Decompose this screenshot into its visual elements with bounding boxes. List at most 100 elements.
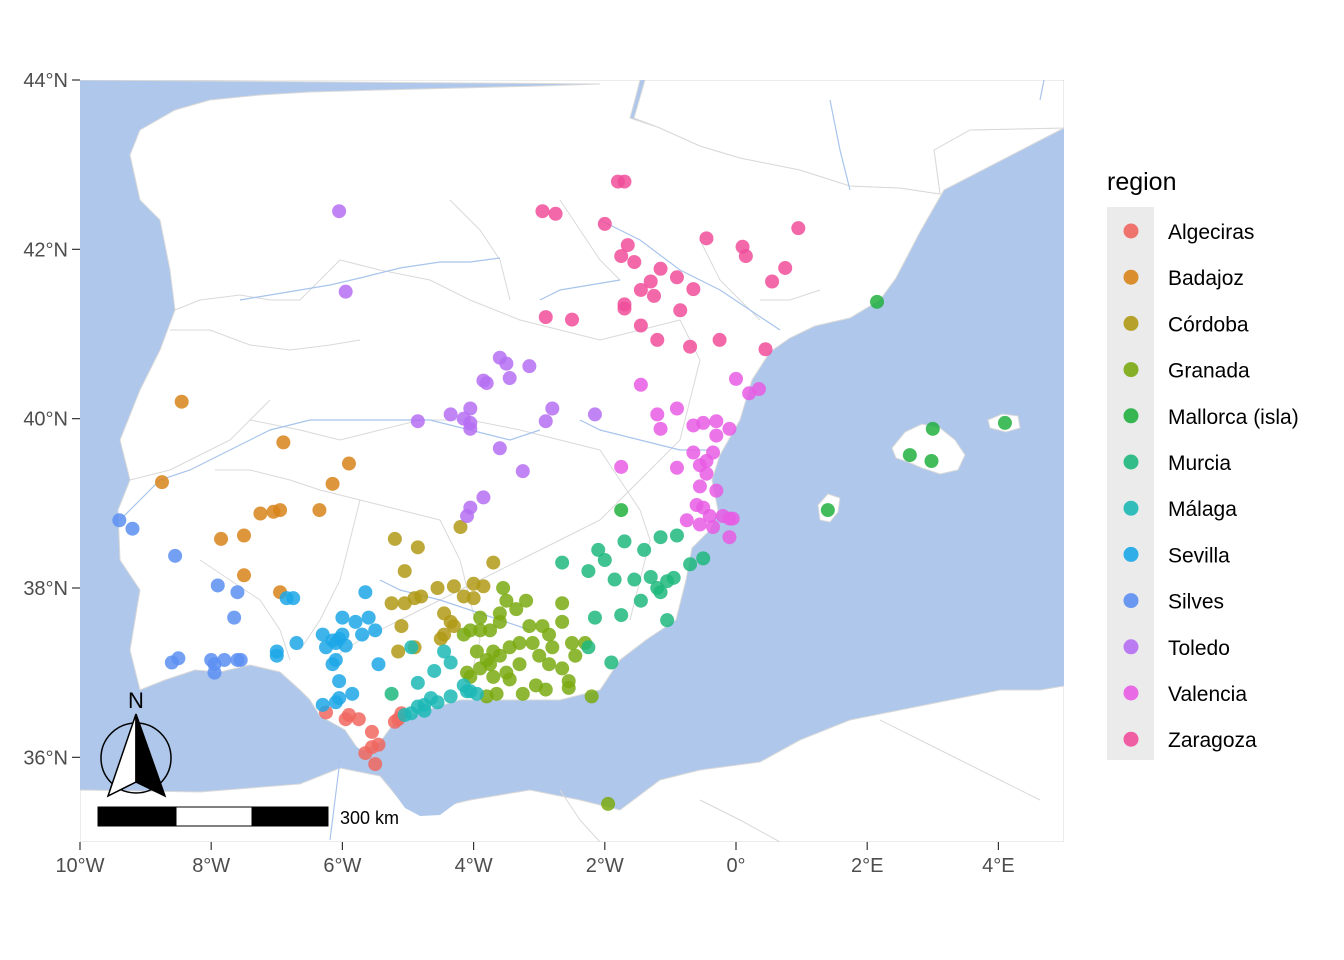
point-silves xyxy=(230,585,245,600)
point-mallorca-isla- xyxy=(820,503,835,518)
x-tick-label: 10°W xyxy=(55,855,104,877)
point-badajoz xyxy=(266,504,281,519)
point-algeciras xyxy=(358,746,373,761)
legend-items: Algeciras Badajoz Córdoba Granada Mallorca (… xyxy=(1123,221,1299,752)
point-silves xyxy=(207,657,222,672)
point-granada xyxy=(509,602,524,617)
point-toledo xyxy=(463,401,478,416)
north-arrow-right-half xyxy=(135,713,167,798)
point-m-laga xyxy=(397,708,412,722)
legend-label: Málaga xyxy=(1168,498,1237,521)
point-c-rdoba xyxy=(486,555,501,570)
legend-key xyxy=(1123,500,1139,516)
point-murcia xyxy=(653,585,668,600)
point-murcia xyxy=(614,608,629,623)
point-toledo xyxy=(545,401,560,416)
point-zaragoza xyxy=(699,231,714,246)
point-granada xyxy=(568,648,583,663)
point-murcia xyxy=(696,551,711,566)
point-valencia xyxy=(696,500,711,515)
point-granada xyxy=(486,669,501,684)
legend-label: Murcia xyxy=(1168,452,1231,475)
legend-key xyxy=(1123,546,1139,562)
point-granada xyxy=(542,657,557,672)
point-murcia xyxy=(555,555,570,570)
data-points xyxy=(112,174,1012,811)
point-toledo xyxy=(479,376,494,391)
legend-key xyxy=(1123,315,1139,331)
point-granada xyxy=(519,593,534,608)
point-valencia xyxy=(614,459,629,474)
point-valencia xyxy=(709,483,724,498)
point-zaragoza xyxy=(617,174,632,189)
point-zaragoza xyxy=(738,249,753,264)
point-zaragoza xyxy=(778,260,793,275)
point-granada xyxy=(542,627,557,642)
point-sevilla xyxy=(358,585,373,600)
point-badajoz xyxy=(174,394,189,409)
point-granada xyxy=(460,665,475,680)
point-toledo xyxy=(332,204,347,219)
point-murcia xyxy=(591,542,606,557)
point-toledo xyxy=(443,407,458,422)
legend-label: Silves xyxy=(1168,591,1224,614)
point-zaragoza xyxy=(633,318,648,333)
point-toledo xyxy=(499,356,514,371)
point-silves xyxy=(164,655,179,670)
point-zaragoza xyxy=(565,312,579,327)
point-badajoz xyxy=(253,506,268,521)
point-sevilla xyxy=(269,648,284,663)
point-badajoz xyxy=(237,528,251,543)
point-c-rdoba xyxy=(446,579,461,594)
point-granada xyxy=(584,689,599,704)
point-badajoz xyxy=(341,456,356,471)
point-zaragoza xyxy=(765,274,780,289)
point-murcia xyxy=(384,686,399,701)
land-france xyxy=(633,80,1064,195)
point-murcia xyxy=(683,557,698,572)
point-zaragoza xyxy=(686,282,701,297)
x-tick-label: 8°W xyxy=(192,855,230,877)
point-zaragoza xyxy=(535,204,550,219)
point-granada xyxy=(555,614,570,629)
point-zaragoza xyxy=(614,249,629,264)
point-m-laga xyxy=(443,689,458,704)
point-granada xyxy=(499,593,514,608)
point-zaragoza xyxy=(669,270,684,285)
point-sevilla xyxy=(315,697,330,712)
point-toledo xyxy=(476,490,491,505)
point-valencia xyxy=(692,517,707,532)
legend-key xyxy=(1123,593,1139,609)
point-zaragoza xyxy=(548,206,563,221)
point-valencia xyxy=(650,407,665,422)
point-murcia xyxy=(637,542,652,557)
legend-label: Zaragoza xyxy=(1168,729,1257,752)
legend-title: region xyxy=(1107,168,1177,196)
y-tick-label: 36°N xyxy=(23,747,68,769)
point-granada xyxy=(496,581,511,595)
point-valencia xyxy=(699,466,714,481)
point-zaragoza xyxy=(791,221,806,236)
point-c-rdoba xyxy=(466,591,481,606)
north-arrow-label: N xyxy=(128,688,144,713)
point-granada xyxy=(565,636,579,651)
point-murcia xyxy=(643,569,658,584)
point-badajoz xyxy=(276,435,291,450)
point-c-rdoba xyxy=(397,596,412,611)
legend-keys-background xyxy=(1107,207,1154,760)
point-c-rdoba xyxy=(391,644,406,659)
point-murcia xyxy=(617,534,632,549)
point-murcia xyxy=(653,530,668,545)
y-tick-label: 38°N xyxy=(23,578,68,600)
north-arrow: N xyxy=(100,688,172,798)
point-silves xyxy=(112,513,127,528)
point-sevilla xyxy=(371,657,386,672)
point-silves xyxy=(233,652,248,667)
point-granada xyxy=(486,644,501,659)
legend-label: Granada xyxy=(1168,360,1250,383)
point-algeciras xyxy=(351,712,366,727)
legend: region Algeciras Badajoz Córdoba Granada Mal… xyxy=(1107,168,1299,760)
point-m-laga xyxy=(410,675,425,690)
point-zaragoza xyxy=(650,332,665,347)
legend-key xyxy=(1123,362,1139,378)
